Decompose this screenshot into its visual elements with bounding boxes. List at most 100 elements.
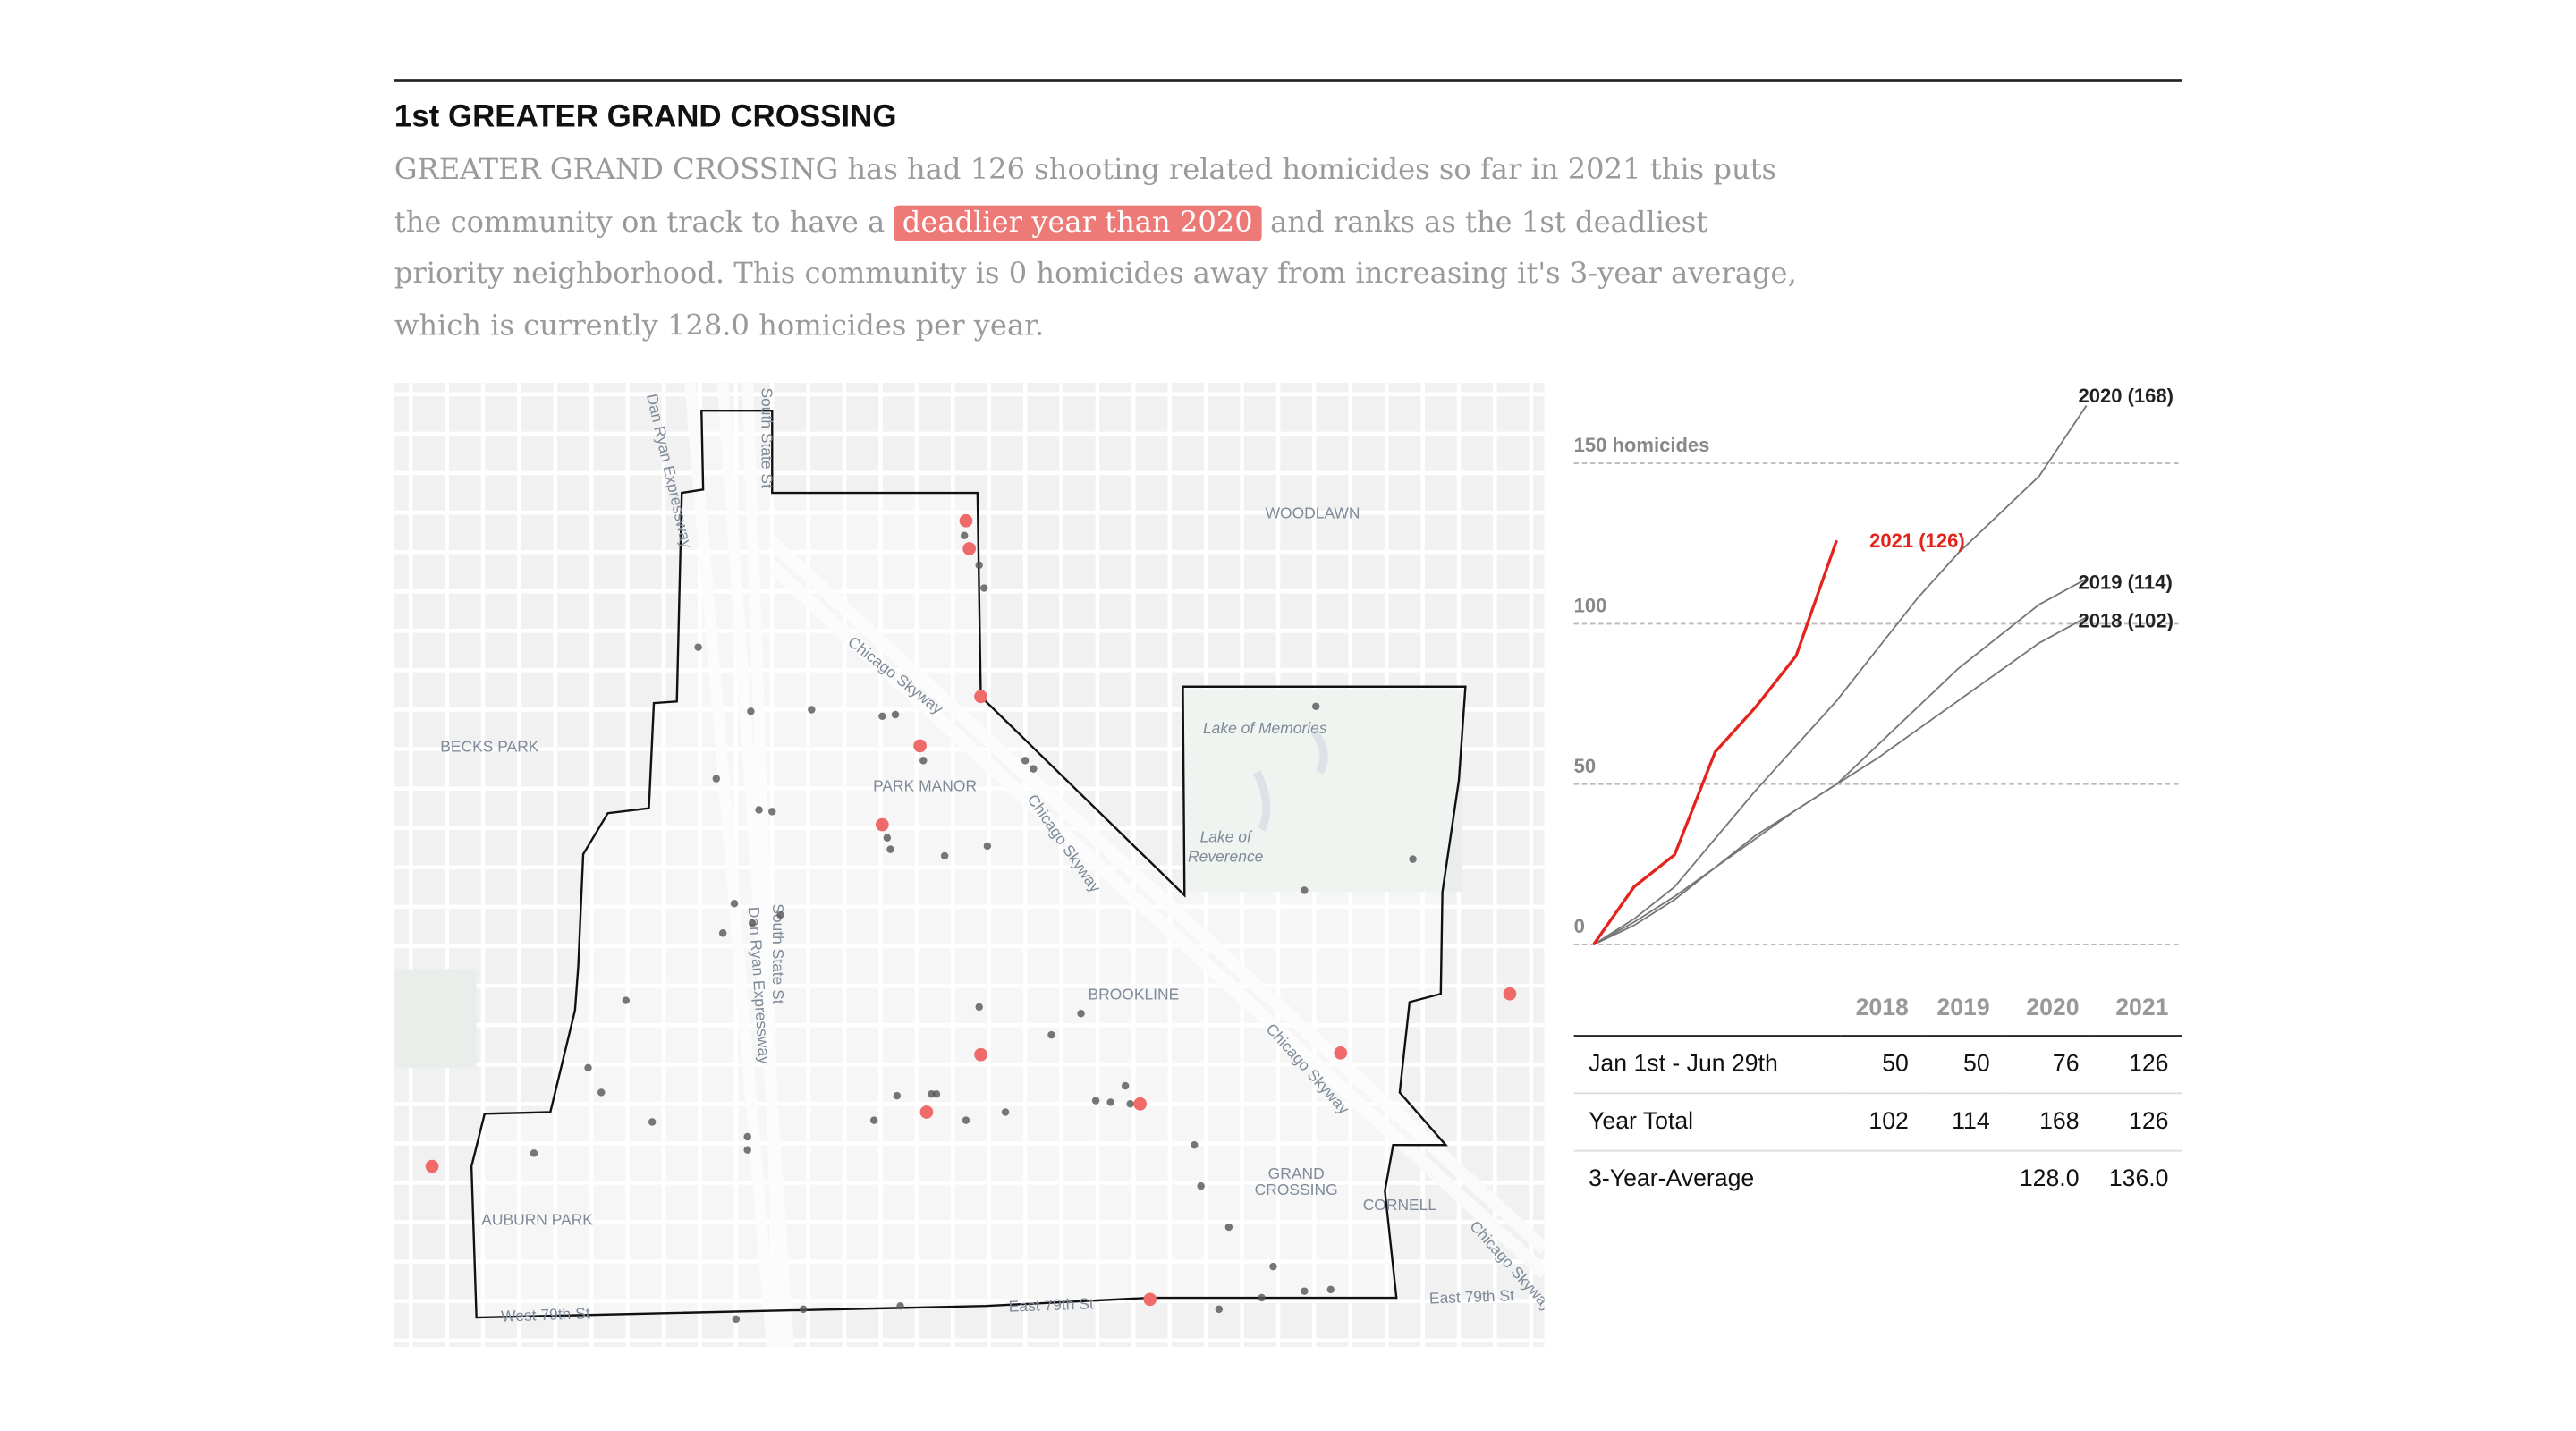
gray-dot	[962, 1116, 970, 1124]
map-label: East 79th St	[1008, 1294, 1094, 1315]
table-cell: 102	[1840, 1093, 1922, 1152]
red-dot	[974, 690, 987, 704]
summary-text: GREATER GRAND CROSSING has had 126 shoot…	[394, 154, 1777, 240]
gray-dot	[869, 1116, 878, 1124]
map-label: WOODLAWN	[1266, 504, 1360, 522]
table-cell: 126	[2092, 1093, 2182, 1152]
map-label: CROSSING	[1255, 1181, 1338, 1198]
y-tick-label: 100	[1574, 595, 1607, 617]
map-label: GRAND	[1268, 1164, 1325, 1182]
gray-dot	[1224, 1223, 1233, 1232]
gray-dot	[776, 910, 784, 919]
gray-dot	[712, 775, 721, 783]
column-header: 2019	[1921, 986, 2004, 1037]
map-label: BROOKLINE	[1088, 986, 1179, 1003]
table-cell: 50	[1921, 1036, 2004, 1095]
red-dot	[1334, 1046, 1348, 1060]
map-label: BECKS PARK	[440, 737, 539, 755]
summary: GREATER GRAND CROSSING has had 126 shoot…	[394, 146, 1824, 354]
lake	[1252, 728, 1328, 832]
map-label: East 79th St	[1429, 1286, 1515, 1307]
gray-dot	[1091, 1097, 1100, 1105]
map-label: AUBURN PARK	[481, 1210, 593, 1228]
gray-dot	[932, 1090, 941, 1098]
series-line	[1593, 404, 2088, 945]
gray-dot	[768, 808, 776, 816]
map-label: CORNELL	[1363, 1196, 1437, 1214]
gray-dot	[975, 1003, 983, 1012]
section-title: 1st GREATER GRAND CROSSING	[394, 100, 897, 135]
gray-dot	[883, 834, 892, 842]
map-label: South State St	[769, 903, 787, 1004]
map-label: Reverence	[1188, 847, 1264, 865]
expressway	[684, 382, 795, 1348]
gray-dot	[1021, 757, 1030, 765]
table-cell: 76	[2003, 1036, 2093, 1095]
gray-dot	[983, 842, 992, 851]
gray-dot	[1258, 1293, 1266, 1302]
table-row: Jan 1st - Jun 29th 50 50 76 126	[1573, 1036, 2182, 1095]
gray-dot	[732, 1315, 741, 1324]
table-cell: 50	[1840, 1036, 1922, 1095]
table-cell: 128.0	[2019, 1166, 2080, 1193]
gray-dot	[1030, 765, 1038, 773]
gray-dot	[1409, 855, 1417, 863]
red-dot	[425, 1159, 439, 1173]
summary-table: 2018 2019 2020 2021 Jan 1st - Jun 29th 50 50 76…	[1573, 986, 2182, 1207]
series-line	[1593, 578, 2088, 945]
gray-dot	[1197, 1181, 1205, 1190]
gray-dot	[799, 1305, 808, 1314]
gray-dot	[1215, 1305, 1224, 1314]
column-header: 2020	[2003, 986, 2093, 1037]
table-row: 3-Year-Average 128.0 136.0	[1574, 1151, 2182, 1207]
red-dot	[1143, 1292, 1157, 1307]
map-label: South State St	[758, 387, 775, 488]
gray-dot	[622, 996, 631, 1004]
community-boundary	[470, 409, 1467, 1319]
gray-dot	[1269, 1262, 1277, 1271]
gray-dot	[730, 899, 739, 908]
gray-dot	[1301, 1287, 1309, 1295]
red-dot	[1133, 1097, 1148, 1111]
gray-dot	[1047, 1030, 1055, 1039]
red-dot	[875, 817, 889, 832]
streets	[394, 382, 1545, 1348]
table-row: Year Total 102 114 168 126	[1573, 1093, 2182, 1152]
column-header: 2021	[2092, 986, 2182, 1037]
red-dot	[959, 513, 973, 528]
gray-dot	[1077, 1010, 1085, 1018]
gray-dot	[743, 1132, 751, 1141]
gray-dot	[1191, 1140, 1199, 1149]
gray-dot	[808, 706, 816, 714]
gray-dot	[975, 561, 983, 570]
red-dot	[974, 1047, 987, 1062]
line-chart: 0 50 100 150 homicides 2018 (102) 2019 (114) 2…	[1573, 385, 2182, 946]
gray-dot	[960, 531, 969, 539]
series-label: 2021 (126)	[1869, 529, 1965, 552]
park	[394, 969, 477, 1068]
gray-dot	[1301, 886, 1309, 894]
gray-dot	[893, 1091, 902, 1100]
gray-dot	[891, 710, 900, 719]
gray-dot	[1326, 1285, 1335, 1294]
table-cell	[1841, 1151, 1922, 1207]
red-dot	[962, 542, 977, 555]
column-header: 2018	[1840, 986, 1922, 1037]
summary-text: and ranks as the 1st deadliest priority …	[394, 206, 1797, 344]
map-label: Lake of	[1200, 827, 1253, 845]
map-label: Lake of Memories	[1203, 719, 1327, 737]
series-label: 2019 (114)	[2078, 572, 2172, 594]
header-cell	[1573, 986, 1841, 1037]
gray-dot	[940, 851, 949, 860]
gray-dot	[743, 1146, 751, 1154]
gray-dot	[755, 806, 763, 814]
y-tick-label: 50	[1574, 755, 1597, 777]
incident-dots	[425, 513, 1517, 1324]
gray-dot	[584, 1063, 592, 1072]
red-dot	[913, 739, 927, 753]
gray-dot	[979, 584, 988, 592]
gray-dot	[1311, 702, 1320, 711]
red-dot	[919, 1105, 934, 1119]
gray-dot	[530, 1149, 538, 1157]
gray-dot	[1121, 1081, 1130, 1090]
